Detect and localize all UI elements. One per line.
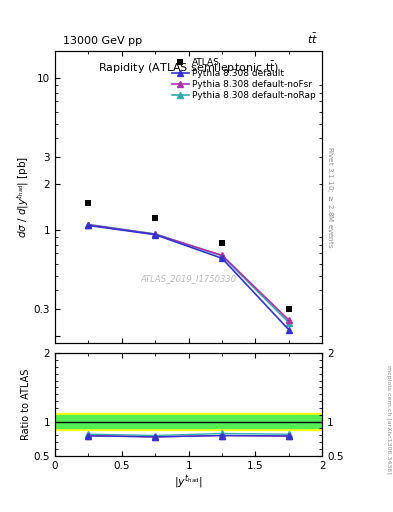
Text: mcplots.cern.ch [arXiv:1306.3436]: mcplots.cern.ch [arXiv:1306.3436] <box>386 366 391 474</box>
Pythia 8.308 default-noRap <box>220 253 224 259</box>
Pythia 8.308 default <box>220 255 224 262</box>
Y-axis label: Ratio to ATLAS: Ratio to ATLAS <box>21 369 31 440</box>
Pythia 8.308 default-noRap <box>153 231 158 237</box>
ATLAS <box>219 239 225 247</box>
Y-axis label: Rivet 3.1.10; $\geq$ 2.8M events: Rivet 3.1.10; $\geq$ 2.8M events <box>325 146 335 248</box>
Line: Pythia 8.308 default-noRap: Pythia 8.308 default-noRap <box>85 221 292 326</box>
Text: $t\bar{t}$: $t\bar{t}$ <box>307 32 318 46</box>
ATLAS <box>85 199 92 207</box>
Pythia 8.308 default-noRap <box>86 221 91 227</box>
Pythia 8.308 default <box>286 327 291 333</box>
Pythia 8.308 default-noFsr <box>220 252 224 259</box>
Text: Rapidity (ATLAS semileptonic t$\bar{\rm t}$): Rapidity (ATLAS semileptonic t$\bar{\rm … <box>98 60 279 76</box>
Legend: ATLAS, Pythia 8.308 default, Pythia 8.308 default-noFsr, Pythia 8.308 default-no: ATLAS, Pythia 8.308 default, Pythia 8.30… <box>171 56 318 102</box>
Pythia 8.308 default-noFsr <box>86 222 91 228</box>
ATLAS <box>286 305 292 313</box>
Line: Pythia 8.308 default-noFsr: Pythia 8.308 default-noFsr <box>85 222 292 323</box>
Pythia 8.308 default-noRap <box>286 319 291 326</box>
Text: 13000 GeV pp: 13000 GeV pp <box>63 36 142 46</box>
ATLAS <box>152 214 158 222</box>
X-axis label: $|y^{t_{\rm had}}|$: $|y^{t_{\rm had}}|$ <box>174 473 203 491</box>
Pythia 8.308 default-noFsr <box>153 231 158 238</box>
Y-axis label: $d\sigma$ / $d|y^{t_{\rm had}}|$ [pb]: $d\sigma$ / $d|y^{t_{\rm had}}|$ [pb] <box>15 156 31 238</box>
Pythia 8.308 default-noFsr <box>286 317 291 323</box>
Pythia 8.308 default <box>86 222 91 228</box>
Pythia 8.308 default <box>153 231 158 238</box>
Text: ATLAS_2019_I1750330: ATLAS_2019_I1750330 <box>141 274 237 283</box>
Line: Pythia 8.308 default: Pythia 8.308 default <box>85 222 292 333</box>
